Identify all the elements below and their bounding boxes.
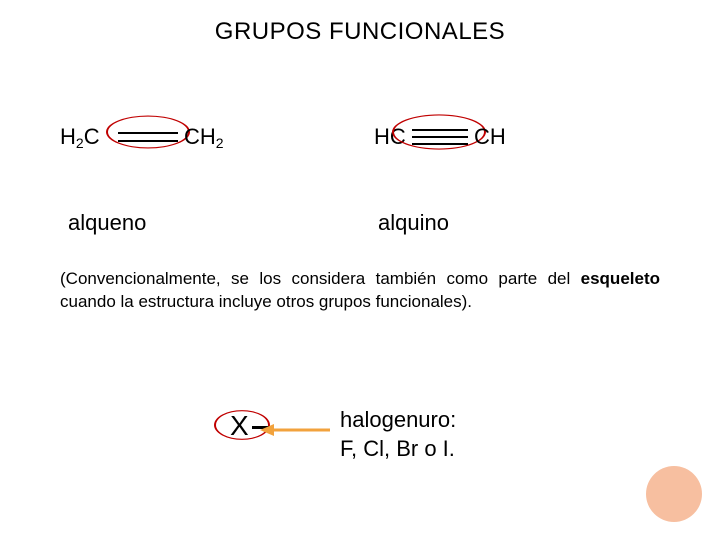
alkene-h: H bbox=[60, 124, 76, 150]
alkene-structure: H 2 C CH 2 bbox=[60, 110, 270, 180]
decorative-corner-circle bbox=[646, 466, 702, 522]
halide-line2: F, Cl, Br o I. bbox=[340, 435, 456, 464]
halide-x: X bbox=[230, 410, 249, 442]
alkyne-label: alquino bbox=[378, 210, 449, 236]
alkene-left-formula: H 2 C bbox=[60, 124, 100, 150]
alkyne-right-formula: CH bbox=[474, 124, 506, 150]
alkene-bond-2 bbox=[118, 140, 178, 142]
alkyne-bond-1 bbox=[412, 129, 468, 131]
alkyne-bond-2 bbox=[412, 136, 468, 138]
halide-line1: halogenuro: bbox=[340, 406, 456, 435]
note-paragraph: (Convencionalmente, se los considera tam… bbox=[60, 268, 660, 314]
alkene-right-formula: CH 2 bbox=[184, 124, 224, 150]
alkyne-bond-3 bbox=[412, 143, 468, 145]
bold-esqueleto: esqueleto bbox=[581, 269, 660, 288]
halide-text: halogenuro: F, Cl, Br o I. bbox=[340, 406, 456, 463]
alkene-c-left: C bbox=[84, 124, 100, 150]
alkene-sub-right: 2 bbox=[216, 135, 224, 151]
structures-row: H 2 C CH 2 HC CH alqueno alquino bbox=[0, 110, 720, 230]
halide-block: X halogenuro: F, Cl, Br o I. bbox=[210, 400, 610, 480]
alkene-ch: CH bbox=[184, 124, 216, 150]
alkene-bond-1 bbox=[118, 132, 178, 134]
alkyne-structure: HC CH bbox=[370, 110, 580, 180]
slide-title: GRUPOS FUNCIONALES bbox=[0, 18, 720, 46]
alkyne-ch: CH bbox=[474, 124, 506, 150]
alkene-sub-left: 2 bbox=[76, 135, 84, 151]
arrow-icon bbox=[260, 418, 330, 442]
alkene-label: alqueno bbox=[68, 210, 146, 236]
